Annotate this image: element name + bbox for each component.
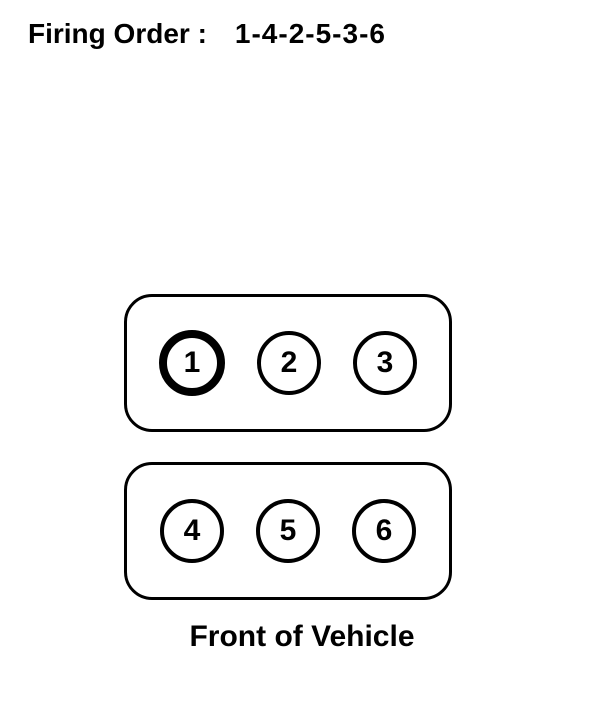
cylinder-6: 6 (352, 499, 416, 563)
cylinder-bank-top: 1 2 3 (124, 294, 452, 432)
cylinder-4: 4 (160, 499, 224, 563)
cylinder-2: 2 (257, 331, 321, 395)
front-of-vehicle-label: Front of Vehicle (0, 620, 604, 654)
firing-order-label: Firing Order : (28, 18, 207, 50)
firing-order-value: 1-4-2-5-3-6 (235, 18, 386, 50)
cylinder-1: 1 (159, 330, 225, 396)
cylinder-5: 5 (256, 499, 320, 563)
firing-order-header: Firing Order : 1-4-2-5-3-6 (28, 18, 386, 50)
cylinder-3: 3 (353, 331, 417, 395)
cylinder-bank-bottom: 4 5 6 (124, 462, 452, 600)
